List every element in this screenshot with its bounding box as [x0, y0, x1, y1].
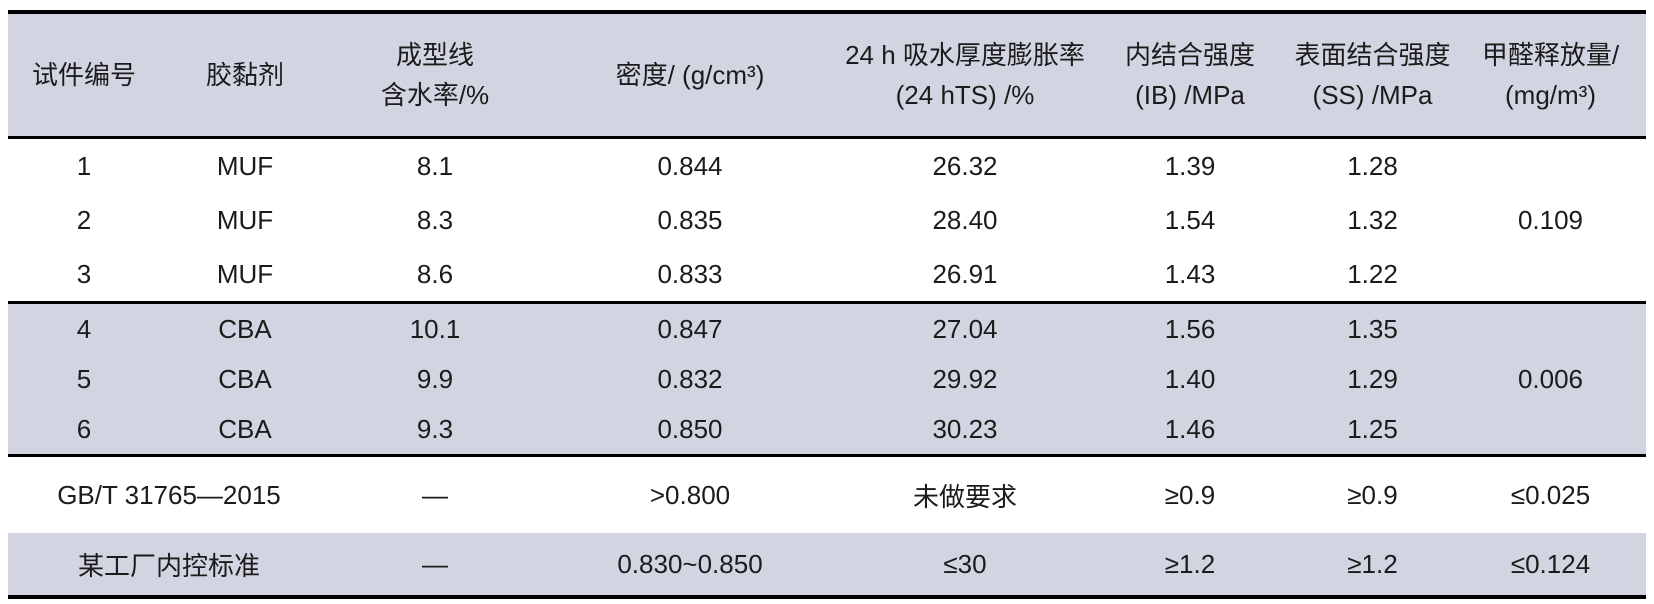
cell-formaldehyde: ≤0.025: [1455, 455, 1646, 533]
cell-adhesive: MUF: [160, 193, 330, 247]
header-row: 试件编号 胶黏剂 成型线 含水率/% 密度/ (g/cm³) 24 h 吸水厚度…: [8, 12, 1646, 139]
header-internal-bond: 内结合强度 (IB) /MPa: [1090, 12, 1290, 139]
cell-moisture: 9.9: [330, 354, 540, 404]
table-row: 4 CBA 10.1 0.847 27.04 1.56 1.35 0.006: [8, 302, 1646, 457]
cell-density: 0.847: [540, 302, 840, 354]
cell-internal-bond: 1.54: [1090, 193, 1290, 247]
cell-moisture: 8.1: [330, 137, 540, 193]
cell-surface-bond: 1.28: [1290, 137, 1455, 193]
table-row: 3 MUF 8.6 0.833 26.91 1.43 1.22: [8, 247, 1646, 304]
cell-internal-bond: 1.46: [1090, 404, 1290, 457]
header-thickness-swelling: 24 h 吸水厚度膨胀率 (24 hTS) /%: [840, 12, 1090, 139]
cell-standard-label: GB/T 31765—2015: [8, 455, 330, 533]
cell-internal-bond: 1.39: [1090, 137, 1290, 193]
table-row: 2 MUF 8.3 0.835 28.40 1.54 1.32: [8, 193, 1646, 247]
header-density: 密度/ (g/cm³): [540, 12, 840, 139]
cell-surface-bond: 1.32: [1290, 193, 1455, 247]
cell-specimen-no: 6: [8, 404, 160, 457]
header-formaldehyde: 甲醛释放量/ (mg/m³): [1455, 12, 1646, 139]
cell-thickness-swelling: 28.40: [840, 193, 1090, 247]
cell-adhesive: CBA: [160, 354, 330, 404]
cell-surface-bond: 1.35: [1290, 302, 1455, 354]
cell-density: 0.835: [540, 193, 840, 247]
cell-internal-bond: ≥1.2: [1090, 533, 1290, 597]
cell-internal-bond: 1.43: [1090, 247, 1290, 304]
cell-thickness-swelling: 未做要求: [840, 455, 1090, 533]
cell-moisture: 10.1: [330, 302, 540, 354]
results-table: 试件编号 胶黏剂 成型线 含水率/% 密度/ (g/cm³) 24 h 吸水厚度…: [8, 10, 1646, 599]
cell-thickness-swelling: 30.23: [840, 404, 1090, 457]
cell-moisture: —: [330, 533, 540, 597]
cell-density: 0.830~0.850: [540, 533, 840, 597]
cell-surface-bond: 1.22: [1290, 247, 1455, 304]
standard-row-factory: 某工厂内控标准 — 0.830~0.850 ≤30 ≥1.2 ≥1.2 ≤0.1…: [8, 533, 1646, 597]
cell-surface-bond: 1.29: [1290, 354, 1455, 404]
cell-formaldehyde: ≤0.124: [1455, 533, 1646, 597]
cell-adhesive: MUF: [160, 137, 330, 193]
cell-thickness-swelling: ≤30: [840, 533, 1090, 597]
cell-internal-bond: 1.56: [1090, 302, 1290, 354]
cell-thickness-swelling: 27.04: [840, 302, 1090, 354]
cell-surface-bond: 1.25: [1290, 404, 1455, 457]
cell-moisture: 9.3: [330, 404, 540, 457]
cell-thickness-swelling: 26.91: [840, 247, 1090, 304]
cell-adhesive: MUF: [160, 247, 330, 304]
cell-moisture: 8.3: [330, 193, 540, 247]
cell-thickness-swelling: 29.92: [840, 354, 1090, 404]
cell-adhesive: CBA: [160, 404, 330, 457]
cell-specimen-no: 4: [8, 302, 160, 354]
cell-moisture: 8.6: [330, 247, 540, 304]
cell-density: 0.844: [540, 137, 840, 193]
cell-specimen-no: 5: [8, 354, 160, 404]
results-table-container: 试件编号 胶黏剂 成型线 含水率/% 密度/ (g/cm³) 24 h 吸水厚度…: [8, 10, 1646, 599]
cell-specimen-no: 1: [8, 137, 160, 193]
cell-surface-bond: ≥1.2: [1290, 533, 1455, 597]
table-row: 6 CBA 9.3 0.850 30.23 1.46 1.25: [8, 404, 1646, 457]
header-adhesive: 胶黏剂: [160, 12, 330, 139]
cell-internal-bond: ≥0.9: [1090, 455, 1290, 533]
cell-density: >0.800: [540, 455, 840, 533]
header-moisture: 成型线 含水率/%: [330, 12, 540, 139]
header-specimen-no: 试件编号: [8, 12, 160, 139]
cell-thickness-swelling: 26.32: [840, 137, 1090, 193]
table-header: 试件编号 胶黏剂 成型线 含水率/% 密度/ (g/cm³) 24 h 吸水厚度…: [8, 12, 1646, 139]
cell-adhesive: CBA: [160, 302, 330, 354]
standard-row-gbt: GB/T 31765—2015 — >0.800 未做要求 ≥0.9 ≥0.9 …: [8, 455, 1646, 533]
cell-density: 0.833: [540, 247, 840, 304]
cell-standard-label: 某工厂内控标准: [8, 533, 330, 597]
table-row: 5 CBA 9.9 0.832 29.92 1.40 1.29: [8, 354, 1646, 404]
cell-formaldehyde-cba-merged: 0.006: [1455, 302, 1646, 457]
cell-internal-bond: 1.40: [1090, 354, 1290, 404]
cell-specimen-no: 2: [8, 193, 160, 247]
header-surface-bond: 表面结合强度 (SS) /MPa: [1290, 12, 1455, 139]
cell-surface-bond: ≥0.9: [1290, 455, 1455, 533]
cell-specimen-no: 3: [8, 247, 160, 304]
cell-moisture: —: [330, 455, 540, 533]
cell-formaldehyde-muf-merged: 0.109: [1455, 137, 1646, 304]
table-row: 1 MUF 8.1 0.844 26.32 1.39 1.28 0.109: [8, 137, 1646, 304]
cell-density: 0.832: [540, 354, 840, 404]
cell-density: 0.850: [540, 404, 840, 457]
